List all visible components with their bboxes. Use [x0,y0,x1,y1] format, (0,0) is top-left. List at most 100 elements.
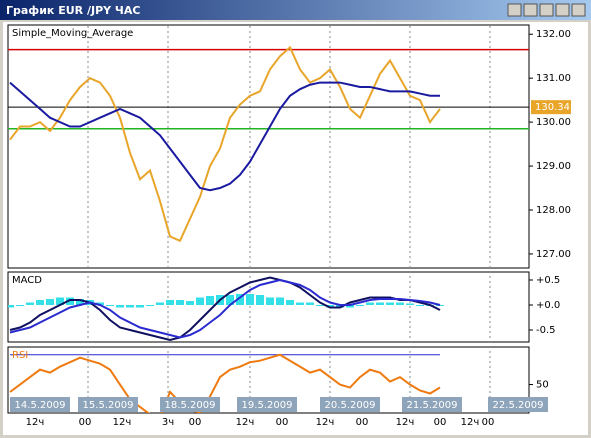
histogram-bar [356,305,364,306]
histogram-bar [36,300,44,305]
histogram-bar [226,295,234,305]
y-tick-label: 129.00 [536,161,571,172]
histogram-bar [246,294,254,305]
histogram-bar [46,299,54,305]
plot-area [8,276,444,342]
histogram-bar [266,297,274,305]
window-buttons [507,3,586,17]
y-tick-label: 50 [536,380,549,391]
hour-label: 12ч [396,417,415,428]
y-tick-label: 127.00 [536,249,571,260]
date-box [488,397,548,412]
histogram-bar [236,294,244,305]
panel-title: Simple_Moving_Average [12,28,133,39]
histogram-bar [156,302,164,305]
plot-area [8,45,529,243]
title-bar [0,0,591,20]
histogram-bar [376,302,384,305]
hour-label: 12ч [113,417,132,428]
histogram-bar [256,295,264,305]
histogram-bar [406,303,414,305]
histogram-bar [336,305,344,308]
hour-label: 00 [482,417,495,428]
time-grid [87,26,491,412]
series-line [9,45,441,243]
date-label: 21.5.2009 [407,400,458,411]
hour-label: 12ч [316,417,335,428]
histogram-bar [176,300,184,305]
y-tick-label: 128.00 [536,205,571,216]
histogram-bar [26,302,34,305]
histogram-bar [316,305,324,306]
date-label: 19.5.2009 [242,400,293,411]
histogram-bar [56,297,64,305]
rsi-panel [7,346,530,414]
hour-label: 00 [189,417,202,428]
y-tick-label: +0.0 [536,300,560,311]
date-label: 14.5.2009 [15,400,66,411]
histogram-bar [116,305,124,308]
date-box [237,397,297,412]
y-tick-label: -0.5 [536,325,556,336]
histogram-bar [66,297,74,305]
series-line [9,353,441,413]
y-tick-label: 132.00 [536,29,571,40]
histogram-bar [76,299,84,305]
panel-title: MACD [12,275,42,286]
histogram-bar [326,305,334,308]
histogram-bar [436,305,444,306]
histogram-bar [366,302,374,305]
histogram-bar [206,296,214,305]
hour-label: 3ч [162,417,174,428]
histogram-bar [166,300,174,305]
close-button[interactable] [571,3,586,17]
y-tick-label: 130.00 [536,117,571,128]
histogram-bar [286,300,294,305]
panel-title: RSI [12,350,28,361]
histogram-bar [8,305,14,308]
histogram-bar [136,305,144,308]
plot-area [9,353,441,413]
hour-label: 00 [356,417,369,428]
histogram-bar [416,305,424,306]
maximize-button[interactable] [555,3,570,17]
date-box [160,397,220,412]
date-box [402,397,462,412]
histogram-bar [186,301,194,305]
minimize-button[interactable] [539,3,554,17]
histogram-bar [346,305,354,308]
price-tag-label: 130.34 [535,102,570,113]
histogram-bar [396,302,404,305]
date-box [78,397,138,412]
hour-label: 12ч [236,417,255,428]
histogram-bar [106,305,114,306]
hour-label: 00 [79,417,92,428]
hour-label: 12ч [26,417,45,428]
histogram-bar [196,297,204,305]
date-box [320,397,380,412]
histogram-bar [146,305,154,306]
histogram-bar [386,302,394,305]
histogram-bar [306,302,314,305]
series-line [9,81,440,192]
tile-button[interactable] [523,3,538,17]
histogram-bar [126,305,134,308]
histogram-bar [296,302,304,305]
help-button[interactable] [507,3,522,17]
histogram-bar [276,297,284,305]
date-label: 18.5.2009 [165,400,216,411]
histogram-bar [96,302,104,305]
window-title: График EUR /JPY ЧАС [6,4,140,17]
hour-label: 00 [276,417,289,428]
date-label: 15.5.2009 [83,400,134,411]
date-label: 20.5.2009 [325,400,376,411]
hour-label: 12ч [461,417,480,428]
date-label: 22.5.2009 [493,400,544,411]
price-tag [531,100,571,115]
histogram-bar [16,305,24,306]
series-line [9,278,441,339]
y-tick-label: +0.5 [536,275,560,286]
series-line [9,276,441,342]
hour-label: 00 [434,417,447,428]
